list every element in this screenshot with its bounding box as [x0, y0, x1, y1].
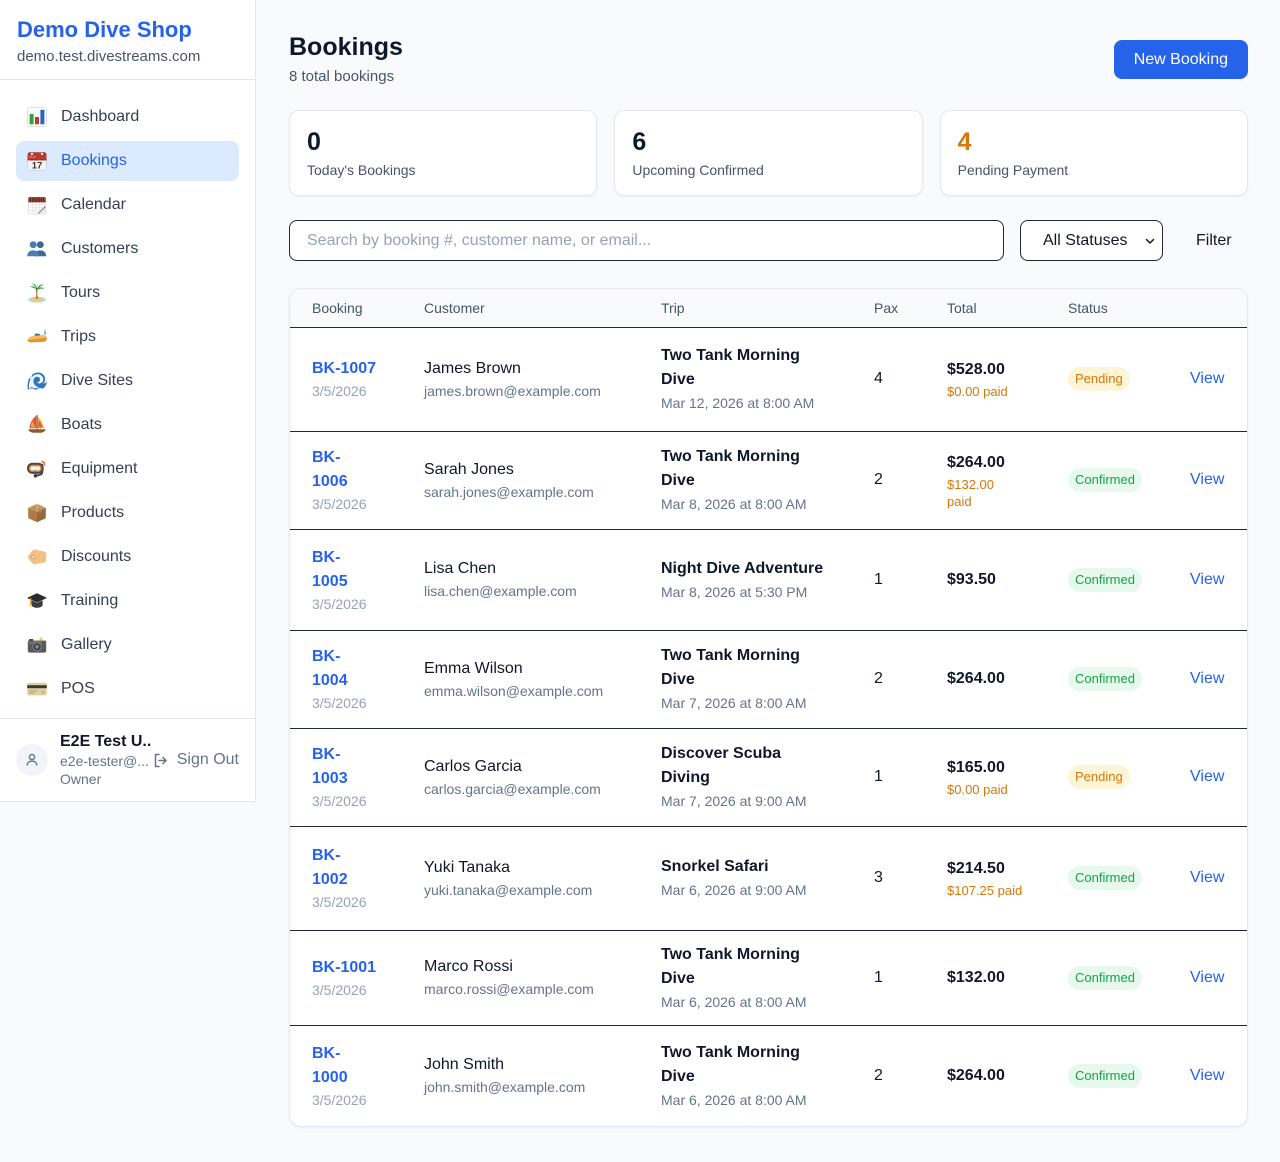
svg-text:17: 17: [32, 160, 43, 171]
svg-text:JUL: JUL: [29, 154, 37, 159]
